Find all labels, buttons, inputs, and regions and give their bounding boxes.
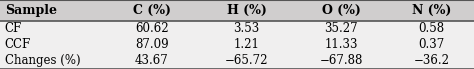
Text: 3.53: 3.53: [233, 22, 260, 35]
Text: Sample: Sample: [5, 4, 57, 17]
Text: O (%): O (%): [322, 4, 361, 17]
Text: H (%): H (%): [227, 4, 266, 17]
Text: 60.62: 60.62: [135, 22, 168, 35]
Text: CCF: CCF: [5, 38, 31, 51]
Text: 35.27: 35.27: [325, 22, 358, 35]
Text: C (%): C (%): [133, 4, 171, 17]
Text: 11.33: 11.33: [325, 38, 358, 51]
Text: −67.88: −67.88: [319, 54, 363, 67]
Text: 1.21: 1.21: [234, 38, 259, 51]
Text: 87.09: 87.09: [135, 38, 168, 51]
Text: N (%): N (%): [411, 4, 451, 17]
Text: 0.37: 0.37: [418, 38, 445, 51]
Text: 43.67: 43.67: [135, 54, 169, 67]
Text: Changes (%): Changes (%): [5, 54, 81, 67]
Text: −65.72: −65.72: [225, 54, 268, 67]
Text: 0.58: 0.58: [418, 22, 445, 35]
Text: CF: CF: [5, 22, 22, 35]
Bar: [0, 0, 474, 21]
Text: −36.2: −36.2: [413, 54, 449, 67]
